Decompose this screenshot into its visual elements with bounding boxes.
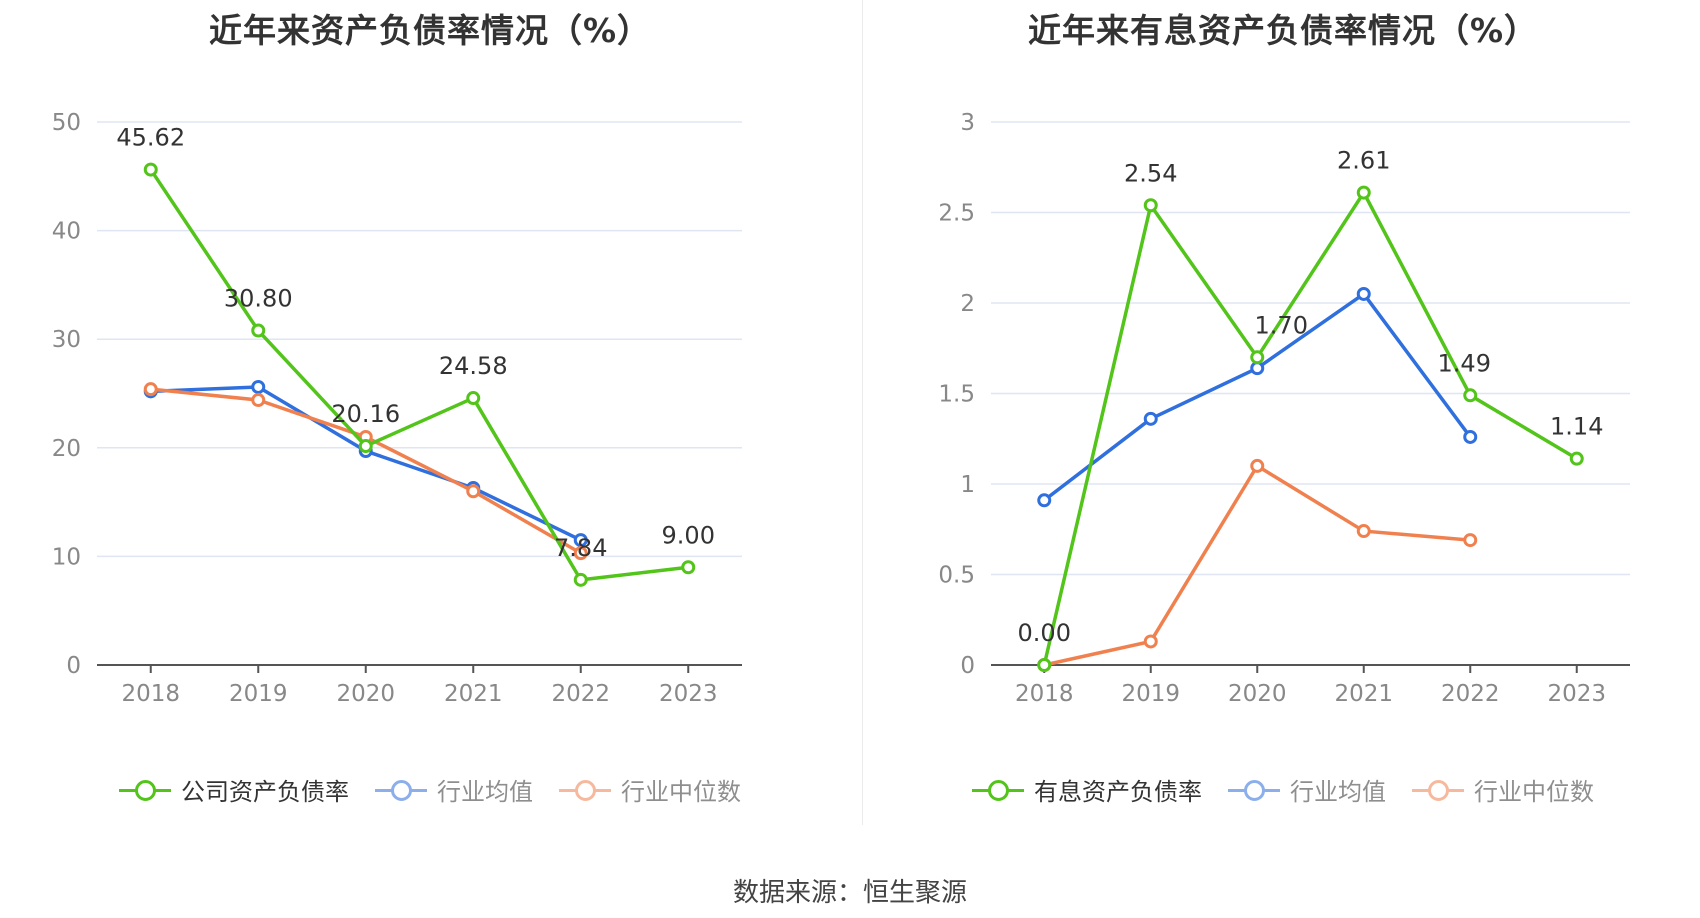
data-point — [1569, 451, 1584, 466]
data-label: 9.00 — [662, 521, 715, 549]
y-tick-label: 50 — [52, 110, 81, 136]
series-line — [1042, 190, 1578, 666]
legend-label: 行业均值 — [437, 778, 533, 806]
chart-title: 近年来资产负债率情况（%） — [208, 11, 652, 50]
x-tick-label: 2023 — [659, 681, 718, 707]
left-chart-panel: 近年来资产负债率情况（%） 0 10 20 30 40 50 2018 2019 2020 202… — [0, 0, 860, 830]
x-tick-label: 2021 — [444, 681, 503, 707]
chart-legend: 公司资产负债率 行业均值 行业中位数 — [0, 772, 860, 807]
data-point — [1250, 361, 1265, 376]
y-tick-label: 1 — [960, 472, 975, 498]
data-point — [573, 572, 588, 587]
data-point — [1463, 429, 1478, 444]
x-tick-label: 2020 — [336, 681, 395, 707]
panel-divider — [862, 0, 863, 825]
data-point — [466, 391, 481, 406]
data-point — [1250, 458, 1265, 473]
x-tick-label: 2022 — [1441, 681, 1500, 707]
legend-item-company[interactable]: 有息资产负债率 — [972, 772, 1202, 807]
data-point — [466, 484, 481, 499]
right-chart-panel: 近年来有息资产负债率情况（%） 0 0.5 1 1.5 2 2.5 3 2018 2019 202… — [866, 0, 1700, 830]
legend-label: 行业中位数 — [1474, 778, 1594, 806]
chart-legend: 有息资产负债率 行业均值 行业中位数 — [866, 772, 1700, 807]
data-point — [1037, 658, 1052, 672]
legend-label: 公司资产负债率 — [181, 778, 349, 806]
y-tick-label: 0.5 — [938, 563, 975, 589]
legend-item-industry-median[interactable]: 行业中位数 — [559, 772, 741, 807]
data-label: 7.84 — [554, 534, 607, 562]
legend-item-industry-median[interactable]: 行业中位数 — [1412, 772, 1594, 807]
data-point — [1463, 388, 1478, 403]
data-point — [573, 533, 588, 548]
legend-item-industry-mean[interactable]: 行业均值 — [375, 772, 533, 807]
data-label: 1.70 — [1255, 311, 1308, 339]
legend-label: 行业中位数 — [621, 778, 741, 806]
series-line — [1043, 464, 1471, 667]
y-tick-label: 0 — [66, 653, 81, 679]
data-label: 20.16 — [331, 400, 400, 428]
data-label: 1.49 — [1438, 349, 1491, 377]
series-line — [149, 168, 689, 582]
y-tick-label: 3 — [960, 110, 975, 136]
legend-line-marker-icon — [972, 778, 1024, 802]
asset-liability-ratio-chart: 0 10 20 30 40 50 2018 2019 2020 2021 2022 2023 45.62… — [52, 110, 742, 707]
data-point — [1143, 198, 1158, 213]
legend-line-marker-icon — [1412, 778, 1464, 802]
data-label: 0.00 — [1018, 619, 1071, 647]
data-point — [251, 379, 266, 394]
legend-label: 行业均值 — [1290, 778, 1386, 806]
y-tick-label: 2.5 — [938, 201, 975, 227]
y-tick-label: 40 — [52, 219, 81, 245]
data-point — [251, 393, 266, 408]
legend-item-industry-mean[interactable]: 行业均值 — [1228, 772, 1386, 807]
data-source-note: 数据来源：恒生聚源 — [732, 878, 967, 908]
data-label: 2.54 — [1124, 159, 1177, 187]
data-point — [1356, 286, 1371, 301]
x-tick-label: 2023 — [1547, 681, 1606, 707]
data-point — [1463, 533, 1478, 548]
legend-label: 有息资产负债率 — [1034, 778, 1202, 806]
x-tick-label: 2020 — [1228, 681, 1287, 707]
data-point — [358, 439, 373, 454]
data-point — [143, 162, 158, 177]
data-point — [1143, 411, 1158, 426]
chart-title: 近年来有息资产负债率情况（%） — [1027, 11, 1539, 50]
data-point — [1037, 493, 1052, 508]
legend-line-marker-icon — [1228, 778, 1280, 802]
x-tick-label: 2021 — [1334, 681, 1393, 707]
data-point — [251, 323, 266, 338]
y-tick-label: 2 — [960, 291, 975, 317]
x-tick-label: 2018 — [121, 681, 180, 707]
y-tick-label: 0 — [960, 653, 975, 679]
data-label: 45.62 — [116, 124, 185, 152]
data-point — [143, 382, 158, 397]
y-tick-label: 1.5 — [938, 382, 975, 408]
y-tick-label: 20 — [52, 436, 81, 462]
x-tick-label: 2018 — [1015, 681, 1074, 707]
data-point — [573, 546, 588, 561]
x-tick-label: 2019 — [229, 681, 288, 707]
data-label: 30.80 — [224, 285, 293, 313]
data-point — [1356, 185, 1371, 200]
legend-line-marker-icon — [119, 778, 171, 802]
y-tick-label: 10 — [52, 544, 81, 570]
legend-line-marker-icon — [375, 778, 427, 802]
interest-bearing-liability-ratio-chart: 0 0.5 1 1.5 2 2.5 3 2018 2019 2020 2021 2022 2023 0.0… — [938, 110, 1630, 707]
x-tick-label: 2022 — [551, 681, 610, 707]
data-label: 2.61 — [1337, 147, 1390, 175]
legend-item-company[interactable]: 公司资产负债率 — [119, 772, 349, 807]
data-point — [1143, 634, 1158, 649]
x-tick-label: 2019 — [1121, 681, 1180, 707]
data-label: 24.58 — [439, 352, 508, 380]
data-label: 1.14 — [1550, 413, 1603, 441]
legend-line-marker-icon — [559, 778, 611, 802]
y-tick-label: 30 — [52, 327, 81, 353]
data-point — [1250, 350, 1265, 365]
data-point — [681, 560, 696, 575]
data-point — [1356, 524, 1371, 539]
